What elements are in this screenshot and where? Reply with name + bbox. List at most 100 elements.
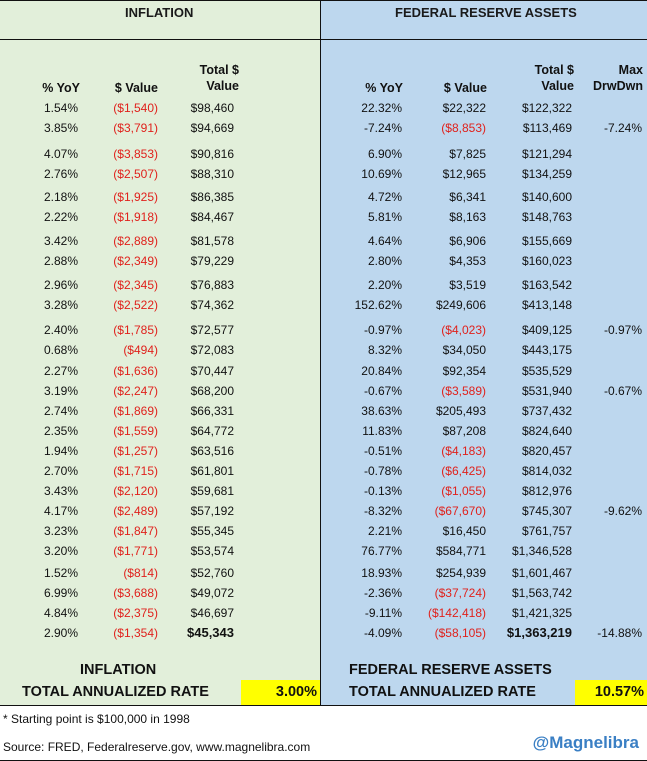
fed-total-cell: $148,763 [521,210,572,224]
fed-total-cell: $121,294 [521,147,572,161]
fed-value-cell: $254,939 [435,566,486,580]
fed-drawdown-cell [580,363,642,379]
fed-drawdown-cell [580,423,642,439]
fed-drawdown-cell [580,463,642,479]
fed-total-cell: $409,125 [521,323,572,337]
inflation-total-cell: $86,385 [190,190,234,204]
inflation-total-cell: $57,192 [190,504,234,518]
fed-yoy-cell: 8.32% [367,343,402,357]
inflation-total-cell: $81,578 [190,234,234,248]
inflation-yoy-cell: 3.85% [43,121,78,135]
inflation-value-cell: ($2,507) [113,167,158,181]
fed-total-cell: $824,640 [521,424,572,438]
fed-total-cell: $155,669 [521,234,572,248]
inflation-value-cell: ($1,847) [113,524,158,538]
inflation-value-cell: ($2,120) [113,484,158,498]
inflation-total-cell: $72,577 [190,323,234,337]
fed-value-cell: ($37,724) [434,586,486,600]
fed-total-cell: $163,542 [521,278,572,292]
inflation-yoy-cell: 1.54% [43,101,78,115]
inflation-yoy-cell: 3.20% [43,544,78,558]
fed-drawdown-cell [580,277,642,293]
inflation-total-header-2: Value [206,79,239,93]
fed-yoy-cell: 22.32% [361,101,402,115]
fed-drawdown-cell: -14.88% [597,626,642,640]
inflation-panel [0,0,320,705]
fed-yoy-cell: 2.21% [367,524,402,538]
fed-yoy-cell: 10.69% [361,167,402,181]
inflation-title: INFLATION [125,5,194,20]
fed-total-cell: $814,032 [521,464,572,478]
inflation-yoy-cell: 3.43% [43,484,78,498]
fed-value-cell: $205,493 [435,404,486,418]
fed-drawdown-cell [580,443,642,459]
inflation-total-cell: $98,460 [190,101,234,115]
inflation-yoy-cell: 6.99% [43,586,78,600]
inflation-value-cell: ($1,636) [113,364,158,378]
fed-value-header: $ Value [443,81,487,95]
inflation-total-cell: $45,343 [187,625,234,640]
fed-value-cell: ($8,853) [441,121,486,135]
fed-total-cell: $134,259 [521,167,572,181]
fed-drawdown-cell [580,523,642,539]
inflation-value-cell: ($1,257) [113,444,158,458]
fed-yoy-cell: 18.93% [361,566,402,580]
fed-summary-label: TOTAL ANNUALIZED RATE [349,684,536,700]
fed-value-cell: $22,322 [442,101,486,115]
fed-value-cell: $92,354 [442,364,486,378]
fed-yoy-cell: 2.80% [367,254,402,268]
fed-annualized-rate: 10.57% [575,680,647,705]
fed-total-cell: $1,346,528 [511,544,572,558]
inflation-total-cell: $90,816 [190,147,234,161]
inflation-yoy-cell: 2.35% [43,424,78,438]
fed-total-cell: $413,148 [521,298,572,312]
inflation-yoy-cell: 3.28% [43,298,78,312]
fed-total-cell: $140,600 [521,190,572,204]
fed-summary-title: FEDERAL RESERVE ASSETS [349,662,552,678]
inflation-value-cell: ($3,791) [113,121,158,135]
inflation-yoy-cell: 3.19% [43,384,78,398]
fed-value-cell: $584,771 [435,544,486,558]
fed-yoy-cell: -9.11% [364,606,402,620]
fed-drawdown-cell [580,209,642,225]
fed-drawdown-header-1: Max [618,63,643,77]
fed-value-cell: $12,965 [442,167,486,181]
inflation-total-cell: $72,083 [190,343,234,357]
inflation-value-cell: ($2,247) [113,384,158,398]
inflation-value-header: $ Value [114,81,158,95]
inflation-yoy-cell: 2.40% [43,323,78,337]
inflation-yoy-cell: 1.94% [43,444,78,458]
inflation-value-cell: ($3,688) [113,586,158,600]
fed-value-cell: $34,050 [442,343,486,357]
inflation-total-cell: $55,345 [190,524,234,538]
inflation-yoy-cell: 3.23% [43,524,78,538]
fed-value-cell: $16,450 [442,524,486,538]
fed-yoy-cell: 2.20% [367,278,402,292]
fed-yoy-cell: 38.63% [361,404,402,418]
inflation-yoy-cell: 2.18% [43,190,78,204]
inflation-yoy-cell: 2.27% [43,364,78,378]
inflation-total-cell: $63,516 [190,444,234,458]
inflation-total-cell: $84,467 [190,210,234,224]
inflation-yoy-cell: 2.70% [43,464,78,478]
inflation-value-cell: ($1,785) [113,323,158,337]
inflation-value-cell: ($1,771) [113,544,158,558]
inflation-total-cell: $66,331 [190,404,234,418]
inflation-total-cell: $94,669 [190,121,234,135]
fed-drawdown-cell: -0.97% [603,323,642,337]
fed-drawdown-cell [580,342,642,358]
fed-value-cell: ($142,418) [427,606,486,620]
fed-drawdown-cell: -7.24% [603,121,642,135]
inflation-value-cell: ($1,540) [113,101,158,115]
inflation-value-cell: ($3,853) [113,147,158,161]
fed-total-header-2: Value [541,79,574,93]
fed-total-cell: $1,563,742 [511,586,572,600]
fed-assets-title: FEDERAL RESERVE ASSETS [395,5,577,20]
inflation-annualized-rate: 3.00% [241,680,320,705]
inflation-value-cell: ($1,559) [113,424,158,438]
fed-value-cell: $6,341 [449,190,486,204]
fed-value-cell: ($67,670) [434,504,486,518]
top-border [0,0,647,1]
inflation-total-cell: $46,697 [190,606,234,620]
fed-drawdown-cell [580,166,642,182]
